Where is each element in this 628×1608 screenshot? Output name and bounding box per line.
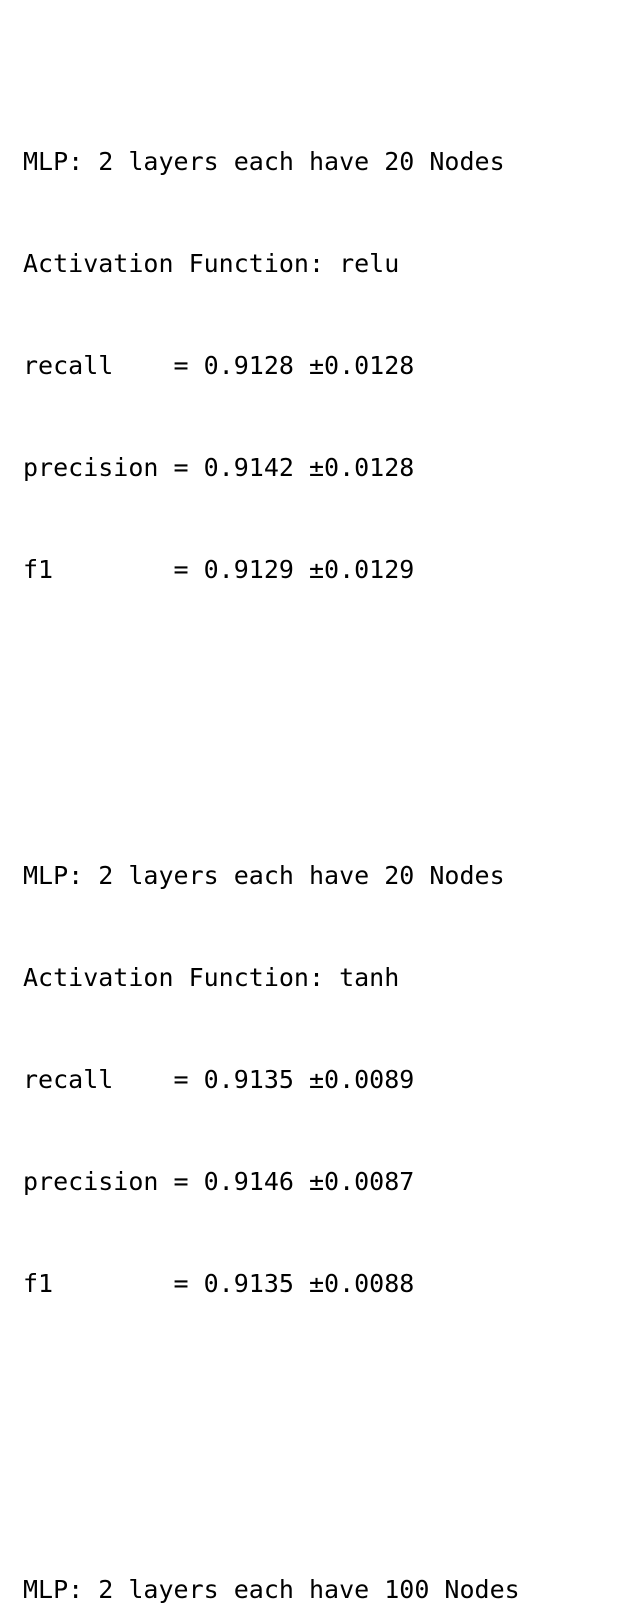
activation-line: Activation Function: tanh (23, 963, 400, 992)
result-block-tanh-20: MLP: 2 layers each have 20 Nodes Activat… (23, 791, 623, 1369)
activation-line: Activation Function: relu (23, 249, 400, 278)
results-output: MLP: 2 layers each have 20 Nodes Activat… (23, 9, 623, 1608)
model-header: MLP: 2 layers each have 20 Nodes (23, 861, 505, 890)
precision-line: precision = 0.9142 ±0.0128 (23, 453, 415, 482)
model-header: MLP: 2 layers each have 100 Nodes (23, 1575, 520, 1604)
f1-line: f1 = 0.9129 ±0.0129 (23, 555, 415, 584)
f1-line: f1 = 0.9135 ±0.0088 (23, 1269, 415, 1298)
model-header: MLP: 2 layers each have 20 Nodes (23, 147, 505, 176)
result-block-relu-100: MLP: 2 layers each have 100 Nodes Activa… (23, 1505, 623, 1608)
result-block-relu-20: MLP: 2 layers each have 20 Nodes Activat… (23, 77, 623, 655)
recall-line: recall = 0.9128 ±0.0128 (23, 351, 415, 380)
precision-line: precision = 0.9146 ±0.0087 (23, 1167, 415, 1196)
recall-line: recall = 0.9135 ±0.0089 (23, 1065, 415, 1094)
